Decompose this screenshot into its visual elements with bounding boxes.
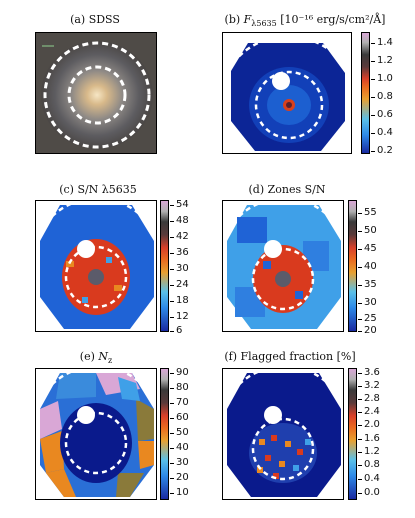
panel-f-flagged-map: [222, 368, 344, 500]
panel-e-colorbar: [160, 368, 169, 500]
panel-c-sn-map: [35, 200, 157, 332]
panel-f-colorbar: [348, 368, 357, 500]
panel-b-colorbar: [361, 32, 370, 154]
panel-d-zones-sn-map: [222, 200, 344, 332]
panel-e-nz-map: [35, 368, 157, 500]
panel-f-title: (f) Flagged fraction [%]: [224, 350, 356, 363]
panel-a-sdss-image: [35, 32, 157, 154]
panel-e-title: (e) Nz: [79, 350, 113, 366]
panel-d-title: (d) Zones S/N: [248, 183, 326, 196]
panel-b-flux-map: [222, 32, 352, 154]
panel-d-colorbar: [348, 200, 357, 332]
panel-a-title: (a) SDSS: [70, 13, 120, 26]
panel-c-colorbar: [160, 200, 169, 332]
panel-b-title: (b) Fλ5635 [10⁻¹⁶ erg/s/cm²/Å]: [224, 13, 386, 29]
panel-c-title: (c) S/N λ5635: [59, 183, 137, 196]
